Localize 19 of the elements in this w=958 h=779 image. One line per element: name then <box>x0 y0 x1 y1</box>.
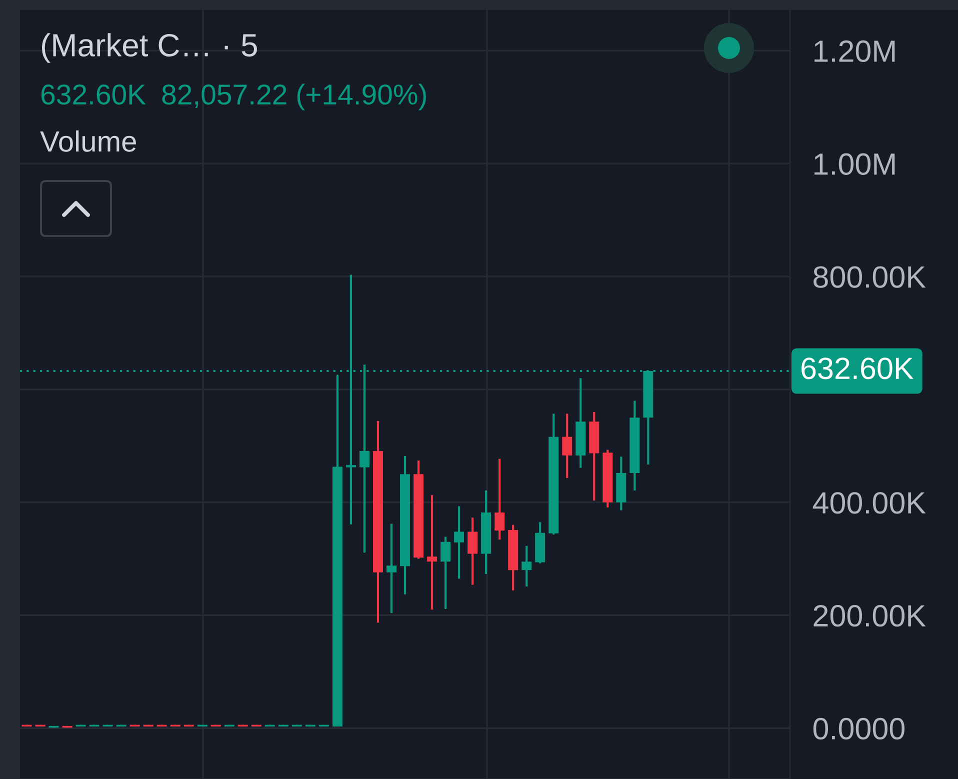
candlestick <box>386 522 396 614</box>
candlestick <box>427 494 438 611</box>
y-tick-label: 400.00K <box>812 492 926 514</box>
y-tick-label: 200.00K <box>814 605 926 627</box>
text: (Market C… · 5 <box>42 33 257 63</box>
annotation: 632.60K <box>41 84 146 105</box>
y-tick-label: 0.0000 <box>813 718 904 740</box>
candlestick <box>440 536 451 610</box>
ref-line-label: 632.60K <box>802 358 914 380</box>
y-tick-label: 1.00M <box>814 153 895 175</box>
candlestick <box>522 544 532 588</box>
annotation: Volume <box>40 130 136 152</box>
y-tick-label: 800.00K <box>814 266 926 288</box>
candlestick <box>562 412 572 480</box>
y-tick-label: 1.20M <box>814 40 895 62</box>
candlestick <box>468 516 478 586</box>
candlestick <box>494 458 505 541</box>
candlestick <box>454 505 464 580</box>
annotation: 82,057.22 (+14.90%) <box>162 84 426 110</box>
